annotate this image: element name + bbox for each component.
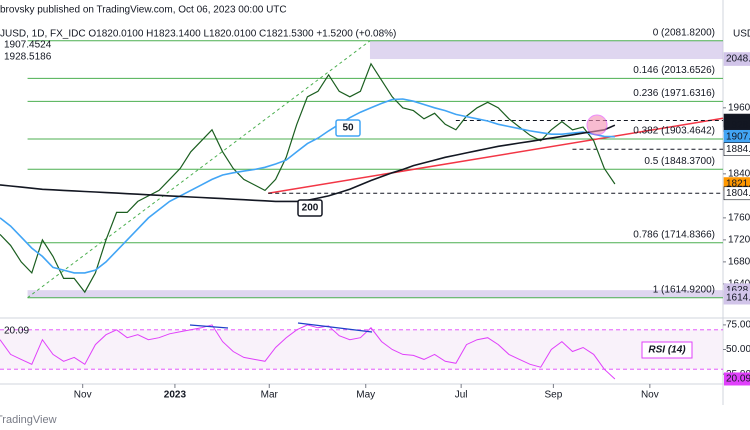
series-line <box>0 324 616 380</box>
highlight-circle <box>586 114 608 136</box>
axis-marker-label: 1614.9 <box>726 292 750 303</box>
divergence-line <box>189 324 229 329</box>
rsi-legend-value: 20.09 <box>4 326 29 337</box>
divergence-line <box>297 322 373 333</box>
ma-label: 50 <box>342 123 354 134</box>
rsi-last-box <box>724 372 750 386</box>
y-tick-label: 1720 <box>728 235 750 246</box>
axis-marker-label: 1907.4 <box>726 131 750 142</box>
axis-marker-label: 1884.8 <box>726 144 750 155</box>
x-tick-label: Nov <box>641 390 659 401</box>
y-tick-label: 75.00 <box>726 320 750 331</box>
watermark: TradingView <box>0 414 57 426</box>
ma-label-box <box>297 199 323 217</box>
y-tick-label: 1960 <box>728 102 750 113</box>
ma-label: 200 <box>302 203 319 214</box>
axis-marker-label: 1928.5 <box>726 120 750 131</box>
axis-marker-label: 1804.7 <box>726 188 750 199</box>
series-line <box>0 98 615 274</box>
axis-marker-box <box>723 290 750 305</box>
rsi-title: RSI (14) <box>648 345 686 356</box>
fib-zone <box>27 290 723 298</box>
rsi-title-box <box>641 341 693 359</box>
y-tick-label: 50.00 <box>726 344 750 355</box>
series-line <box>0 124 616 203</box>
x-tick-label: May <box>356 390 375 401</box>
axis-marker-label: 2048.7 <box>726 54 750 65</box>
publisher: brovsky published on TradingView.com, Oc… <box>0 5 287 16</box>
x-tick-label: Jul <box>455 390 468 401</box>
fib-label: 0.382 (1903.4642) <box>633 126 715 137</box>
axis-marker-box <box>723 186 750 201</box>
x-tick-label: 2023 <box>164 390 187 401</box>
fib-label: 0.236 (1971.6316) <box>633 88 715 99</box>
series-line <box>0 62 616 294</box>
fib-label: 0.146 (2013.6526) <box>633 65 715 76</box>
fib-label: 0.786 (1714.8366) <box>633 229 715 240</box>
symbol-line: JUSD, 1D, FX_IDC O1820.0100 H1823.1400 L… <box>0 29 396 40</box>
fib-label: 0.5 (1848.3700) <box>644 156 715 167</box>
unit: USD <box>733 29 750 40</box>
ma-legend-value: 1907.4524 <box>4 40 52 51</box>
y-tick-label: 1680 <box>728 257 750 268</box>
axis-marker-box <box>723 142 750 157</box>
y-tick-label: 1760 <box>728 213 750 224</box>
rsi-last-label: 20.09 <box>726 374 750 385</box>
axis-marker-box <box>723 52 750 66</box>
fib-zone <box>369 40 723 60</box>
x-tick-label: Mar <box>261 390 279 401</box>
axis-marker-label: 1821.5 <box>726 179 750 190</box>
fib-label: 1 (1614.9200) <box>653 284 715 295</box>
rsi-band <box>0 329 723 370</box>
overlay: 164016801720176018401960Nov2023MarMayJul… <box>4 40 750 401</box>
ma-label-box <box>335 119 361 137</box>
trend-line <box>268 117 724 195</box>
fib-label: 0 (2081.8200) <box>653 27 715 38</box>
y-tick-label: 1840 <box>728 168 750 179</box>
x-tick-label: Nov <box>74 390 92 401</box>
x-tick-label: Sep <box>544 390 562 401</box>
fib-trend-line <box>27 40 371 299</box>
axis-marker-label: 1628.6 <box>726 285 750 296</box>
ma-legend-value: 1928.5186 <box>4 52 52 63</box>
